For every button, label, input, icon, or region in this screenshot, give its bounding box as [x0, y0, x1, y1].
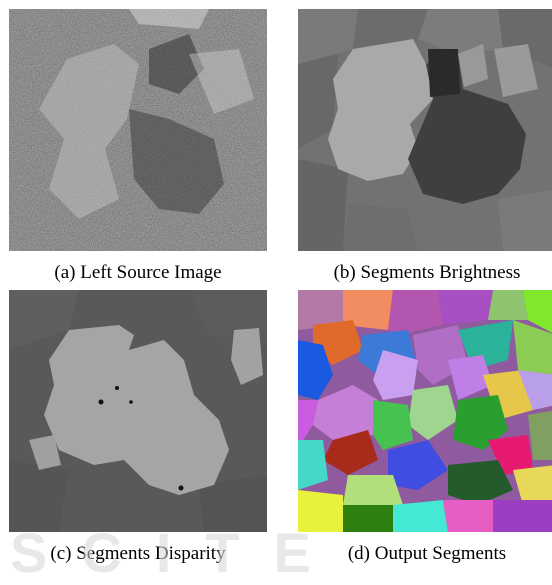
segments-disparity-image — [9, 290, 267, 532]
segments-brightness-image — [298, 9, 552, 251]
panel-segments-disparity — [9, 290, 267, 532]
left-source-image — [9, 9, 267, 251]
caption-a: (a) Left Source Image — [54, 262, 222, 283]
panel-left-source-image — [9, 9, 267, 251]
panel-output-segments — [298, 290, 552, 532]
caption-d: (d) Output Segments — [347, 543, 507, 564]
panel-segments-brightness — [298, 9, 552, 251]
output-segments-image — [298, 290, 552, 532]
caption-c: (c) Segments Disparity — [50, 543, 226, 564]
caption-b: (b) Segments Brightness — [333, 262, 521, 283]
